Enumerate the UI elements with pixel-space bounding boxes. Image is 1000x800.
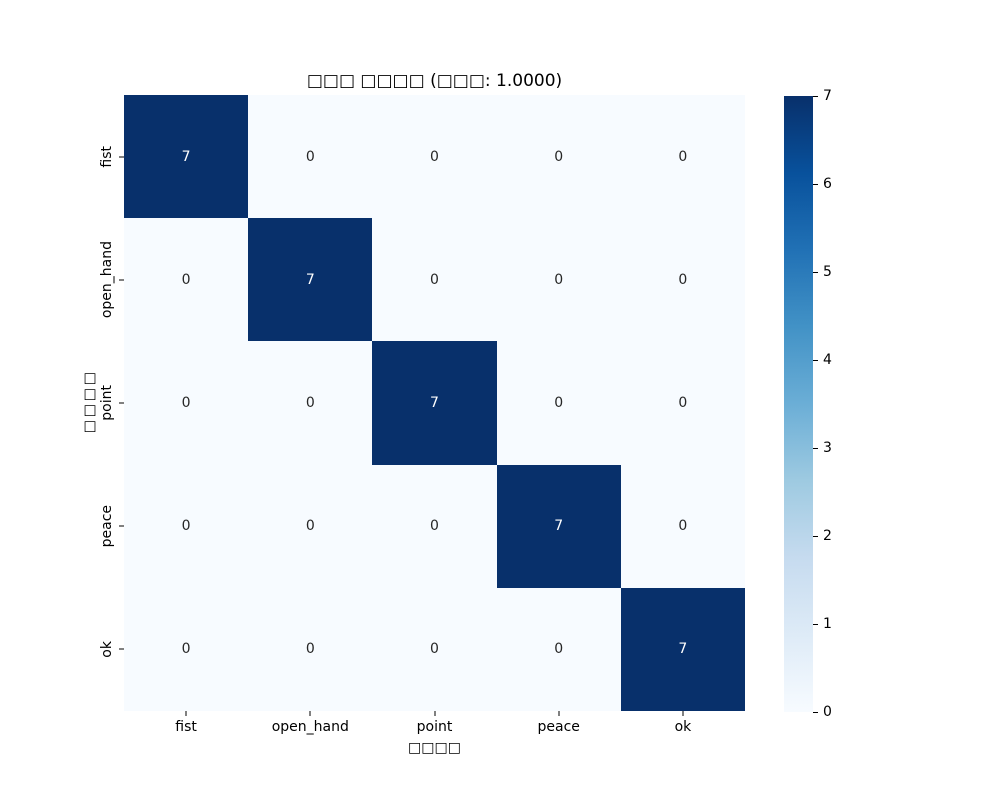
y-tick-label: open_hand: [99, 241, 115, 319]
tick-mark: [119, 279, 124, 281]
tick-mark: [813, 183, 818, 185]
heatmap-cell: 0: [620, 464, 745, 588]
tick-mark: [185, 711, 187, 716]
tick-mark: [813, 535, 818, 537]
heatmap-cell: 0: [124, 464, 249, 588]
heatmap-cell: 0: [124, 341, 249, 465]
colorbar-tick-label: 7: [823, 88, 832, 104]
heatmap-cell: 0: [620, 341, 745, 465]
heatmap-cell: 0: [248, 587, 373, 711]
x-tick: fist: [124, 711, 248, 741]
y-tick-label: point: [99, 385, 115, 421]
colorbar-tick-label: 4: [823, 352, 832, 368]
y-tick: point: [0, 341, 124, 464]
colorbar-tick-label: 0: [823, 704, 832, 720]
tick-mark: [813, 271, 818, 273]
y-tick: open_hand: [0, 218, 124, 341]
colorbar-tick-label: 2: [823, 528, 832, 544]
tick-mark: [813, 95, 818, 97]
y-tick-label: fist: [99, 145, 115, 168]
heatmap-cell: 7: [620, 587, 745, 711]
colorbar-tick-label: 3: [823, 440, 832, 456]
heatmap-cell: 0: [496, 218, 621, 342]
tick-mark: [309, 711, 311, 716]
y-tick: fist: [0, 95, 124, 218]
y-tick: peace: [0, 465, 124, 588]
heatmap-cell: 0: [496, 341, 621, 465]
x-tick-labels: fist open_hand point peace ok: [124, 711, 745, 741]
colorbar-tick-label: 5: [823, 264, 832, 280]
x-tick-label: peace: [537, 719, 580, 735]
x-tick: point: [372, 711, 496, 741]
x-tick-label: point: [416, 719, 453, 735]
x-tick: open_hand: [248, 711, 372, 741]
heatmap-cell: 0: [496, 587, 621, 711]
tick-mark: [813, 711, 818, 713]
x-tick: ok: [621, 711, 745, 741]
heatmap-cell: 0: [248, 341, 373, 465]
heatmap-cell: 0: [496, 95, 621, 219]
heatmap-cell: 0: [372, 464, 497, 588]
y-tick-label: ok: [99, 641, 115, 658]
heatmap-cell: 0: [124, 218, 249, 342]
heatmap-cell: 7: [124, 95, 249, 219]
heatmap-cell: 0: [372, 587, 497, 711]
x-tick: peace: [497, 711, 621, 741]
x-tick-label: fist: [175, 719, 197, 735]
chart-title: □□□ □□□□ (□□□: 1.0000): [306, 71, 563, 91]
y-tick: ok: [0, 588, 124, 711]
tick-mark: [813, 447, 818, 449]
y-tick-label: peace: [99, 505, 115, 548]
colorbar-gradient: [784, 96, 813, 712]
heatmap-cell: 7: [496, 464, 621, 588]
colorbar-tick-label: 6: [823, 176, 832, 192]
heatmap-cell: 0: [372, 95, 497, 219]
heatmap-cell: 0: [620, 218, 745, 342]
tick-mark: [119, 648, 124, 650]
tick-mark: [813, 623, 818, 625]
colorbar-tick-label: 1: [823, 616, 832, 632]
heatmap-cell: 0: [124, 587, 249, 711]
x-tick-label: open_hand: [271, 719, 349, 735]
heatmap-cell: 7: [372, 341, 497, 465]
x-tick-label: ok: [674, 719, 692, 735]
heatmap-cell: 7: [248, 218, 373, 342]
tick-mark: [119, 156, 124, 158]
tick-mark: [813, 359, 818, 361]
heatmap-cell: 0: [372, 218, 497, 342]
tick-mark: [682, 711, 684, 716]
heatmap-cell: 0: [248, 464, 373, 588]
tick-mark: [119, 402, 124, 404]
tick-mark: [434, 711, 435, 716]
colorbar: 0 1 2 3 4 5 6 7: [784, 89, 894, 719]
tick-mark: [558, 711, 560, 716]
x-axis-label: □□□□: [408, 740, 461, 756]
heatmap-cell: 0: [620, 95, 745, 219]
tick-mark: [119, 525, 124, 527]
heatmap-cell: 0: [248, 95, 373, 219]
